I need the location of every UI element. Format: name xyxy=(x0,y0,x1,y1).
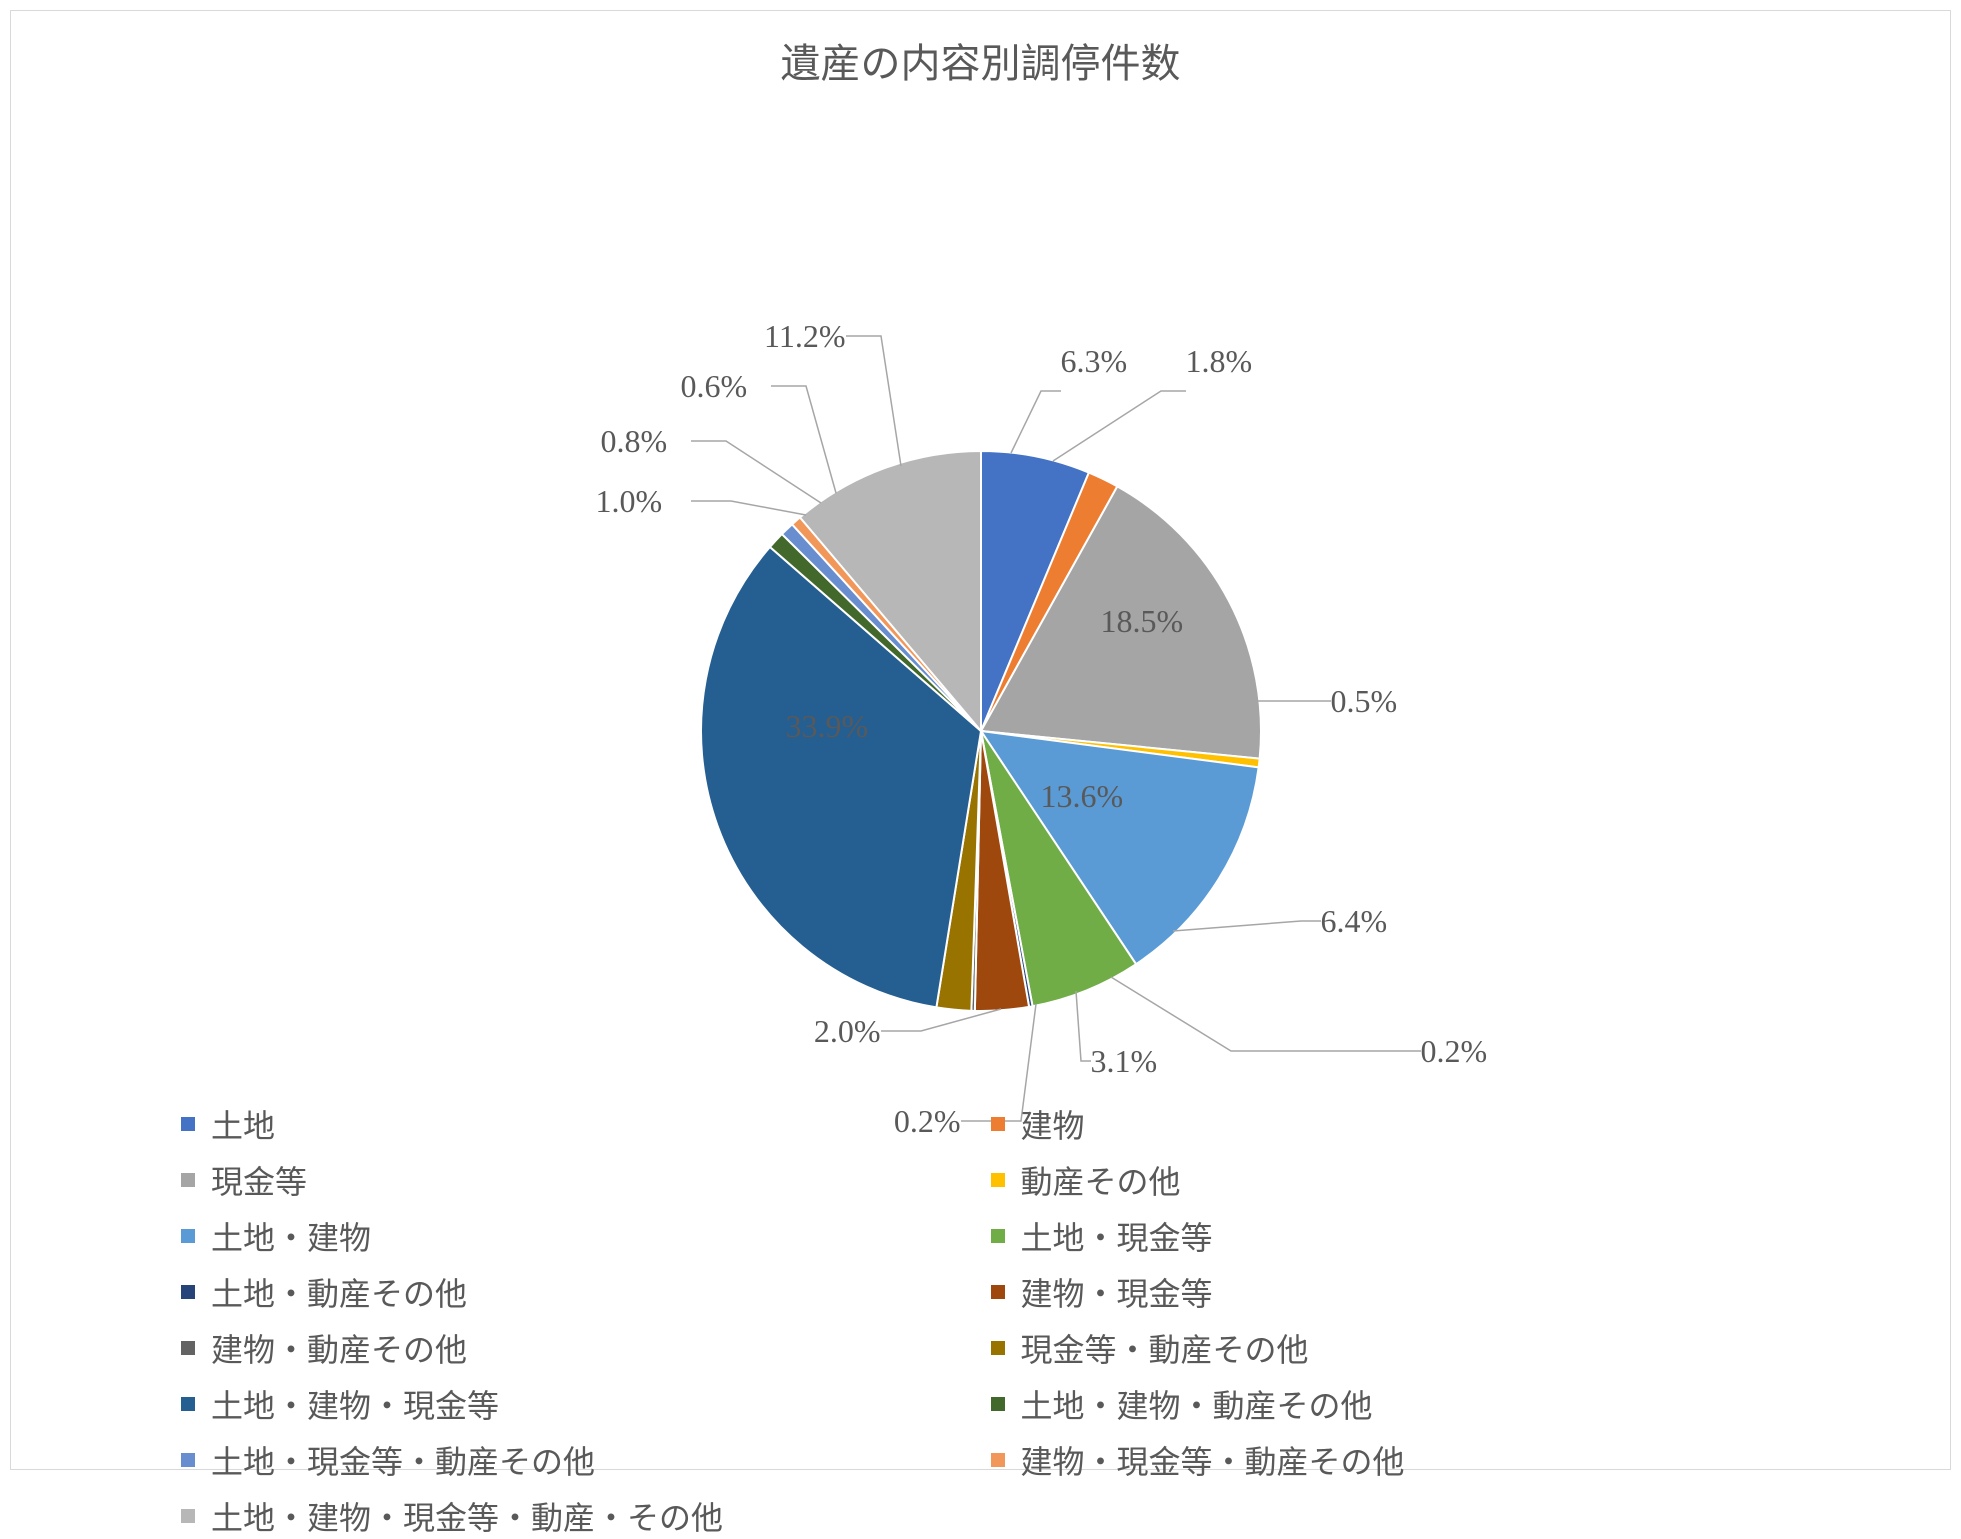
legend-item: 土地・建物・現金等 xyxy=(181,1381,971,1427)
legend-swatch xyxy=(991,1341,1005,1355)
legend-swatch xyxy=(181,1229,195,1243)
legend-swatch xyxy=(991,1173,1005,1187)
legend-item: 建物 xyxy=(991,1101,1781,1147)
legend-item: 土地・現金等 xyxy=(991,1213,1781,1259)
legend-item: 動産その他 xyxy=(991,1157,1781,1203)
legend-item: 現金等 xyxy=(181,1157,971,1203)
pie-data-label: 6.4% xyxy=(1321,903,1388,940)
pie-data-label: 1.8% xyxy=(1186,343,1253,380)
legend-label: 土地・建物・現金等・動産・その他 xyxy=(211,1493,723,1539)
pie-chart: 6.3%1.8%18.5%0.5%13.6%6.4%0.2%3.1%0.2%2.… xyxy=(701,451,1261,1011)
legend-swatch xyxy=(181,1285,195,1299)
pie-data-label: 33.9% xyxy=(786,708,869,745)
leader-line xyxy=(846,336,901,466)
legend-swatch xyxy=(991,1453,1005,1467)
leader-line xyxy=(1011,391,1061,453)
legend-item: 土地 xyxy=(181,1101,971,1147)
pie-data-label: 1.0% xyxy=(596,483,663,520)
legend-item: 建物・動産その他 xyxy=(181,1325,971,1371)
pie-svg xyxy=(701,451,1261,1011)
legend-swatch xyxy=(991,1229,1005,1243)
pie-data-label: 13.6% xyxy=(1041,778,1124,815)
legend-label: 建物・現金等・動産その他 xyxy=(1021,1437,1405,1483)
legend-label: 建物・動産その他 xyxy=(211,1325,467,1371)
legend-item: 土地・動産その他 xyxy=(181,1269,971,1315)
legend-swatch xyxy=(181,1453,195,1467)
legend-item: 土地・現金等・動産その他 xyxy=(181,1437,971,1483)
legend-label: 動産その他 xyxy=(1021,1157,1181,1203)
leader-line xyxy=(881,1009,1001,1031)
legend-swatch xyxy=(181,1173,195,1187)
legend-label: 現金等・動産その他 xyxy=(1021,1325,1309,1371)
legend-swatch xyxy=(181,1509,195,1523)
pie-data-label: 0.6% xyxy=(681,368,748,405)
legend-swatch xyxy=(991,1285,1005,1299)
pie-data-label: 6.3% xyxy=(1061,343,1128,380)
legend-label: 土地・建物・現金等 xyxy=(211,1381,499,1427)
legend-label: 土地・現金等 xyxy=(1021,1213,1213,1259)
legend-item: 土地・建物 xyxy=(181,1213,971,1259)
pie-data-label: 11.2% xyxy=(764,318,845,355)
legend-label: 建物・現金等 xyxy=(1021,1269,1213,1315)
legend-item: 建物・現金等・動産その他 xyxy=(991,1437,1781,1483)
pie-data-label: 3.1% xyxy=(1091,1043,1158,1080)
pie-data-label: 0.5% xyxy=(1331,683,1398,720)
pie-data-label: 0.8% xyxy=(601,423,668,460)
legend-item: 建物・現金等 xyxy=(991,1269,1781,1315)
legend-label: 建物 xyxy=(1021,1101,1085,1147)
legend-label: 現金等 xyxy=(211,1157,307,1203)
plot-area: 遺産の内容別調停件数 6.3%1.8%18.5%0.5%13.6%6.4%0.2… xyxy=(10,10,1951,1470)
legend-swatch xyxy=(991,1397,1005,1411)
legend-label: 土地 xyxy=(211,1101,275,1147)
legend-swatch xyxy=(181,1397,195,1411)
legend-swatch xyxy=(181,1341,195,1355)
legend-item: 現金等・動産その他 xyxy=(991,1325,1781,1371)
legend-swatch xyxy=(181,1117,195,1131)
legend-item: 土地・建物・現金等・動産・その他 xyxy=(181,1493,971,1539)
legend-label: 土地・建物・動産その他 xyxy=(1021,1381,1373,1427)
pie-data-label: 0.2% xyxy=(1421,1033,1488,1070)
chart-title: 遺産の内容別調停件数 xyxy=(11,31,1950,89)
legend-swatch xyxy=(991,1117,1005,1131)
legend-label: 土地・建物 xyxy=(211,1213,371,1259)
legend-item: 土地・建物・動産その他 xyxy=(991,1381,1781,1427)
legend-label: 土地・現金等・動産その他 xyxy=(211,1437,595,1483)
pie-data-label: 18.5% xyxy=(1101,603,1184,640)
pie-data-label: 2.0% xyxy=(814,1013,881,1050)
chart-frame: 遺産の内容別調停件数 6.3%1.8%18.5%0.5%13.6%6.4%0.2… xyxy=(0,0,1961,1480)
legend-label: 土地・動産その他 xyxy=(211,1269,467,1315)
legend: 土地 建物現金等 動産その他土地・建物 土地・現金等土地・動産その他 建物・現金等建物・… xyxy=(181,1101,1780,1539)
